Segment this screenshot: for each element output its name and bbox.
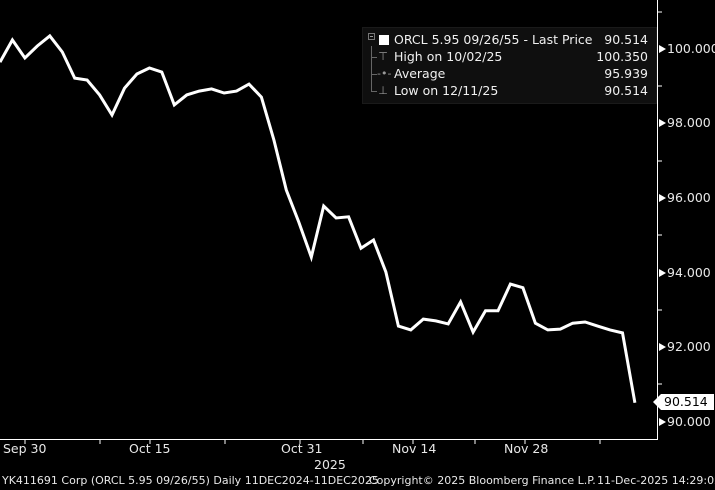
- legend-last-price-value: 90.514: [604, 32, 648, 47]
- legend-row-high: ⊤ High on 10/02/25 100.350: [363, 48, 656, 65]
- y-tick-label: 94.000: [667, 265, 711, 280]
- legend-average-value: 95.939: [604, 66, 648, 81]
- legend-row-average: -•- Average 95.939: [363, 65, 656, 82]
- y-tick-label: 96.000: [667, 190, 711, 205]
- y-tick-label: 98.000: [667, 115, 711, 130]
- x-tick-label: Sep 30: [3, 441, 47, 456]
- tree-branch: [371, 57, 377, 58]
- tick-arrow-icon: [659, 343, 666, 351]
- y-tick-label: 90.000: [667, 414, 711, 429]
- series-swatch-icon: [379, 35, 389, 45]
- x-tick-label: Nov 28: [504, 441, 549, 456]
- legend-series-title: ORCL 5.95 09/26/55 - Last Price: [394, 32, 593, 47]
- tick-arrow-icon: [659, 194, 666, 202]
- tree-branch: [371, 74, 377, 75]
- legend-row-last-price: ORCL 5.95 09/26/55 - Last Price 90.514: [363, 31, 656, 48]
- footer-timestamp: 11-Dec-2025 14:29:02: [597, 474, 715, 487]
- legend-average-label: Average: [394, 66, 446, 81]
- footer-security-info: YK411691 Corp (ORCL 5.95 09/26/55) Daily…: [2, 474, 379, 487]
- legend-row-low: ⊥ Low on 12/11/25 90.514: [363, 82, 656, 99]
- x-tick-label: Nov 14: [392, 441, 437, 456]
- legend-high-value: 100.350: [596, 49, 648, 64]
- legend-high-label: High on 10/02/25: [394, 49, 503, 64]
- x-tick-label: Oct 15: [129, 441, 171, 456]
- tree-branch: [371, 91, 377, 92]
- high-marker-icon: ⊤: [378, 50, 388, 63]
- x-tick-label: Oct 31: [281, 441, 323, 456]
- y-tick-label: 100.000: [667, 41, 715, 56]
- last-price-tag: 90.514: [653, 394, 714, 410]
- footer-copyright: Copyright© 2025 Bloomberg Finance L.P.: [369, 474, 596, 487]
- legend-low-label: Low on 12/11/25: [394, 83, 499, 98]
- low-marker-icon: ⊥: [378, 84, 388, 97]
- legend-low-value: 90.514: [604, 83, 648, 98]
- x-ticks: [24, 439, 601, 444]
- tick-arrow-icon: [659, 45, 666, 53]
- tree-line: [371, 46, 372, 92]
- tick-arrow-icon: [659, 119, 666, 127]
- tick-arrow-icon: [659, 269, 666, 277]
- legend-box: ORCL 5.95 09/26/55 - Last Price 90.514 ⊤…: [362, 27, 657, 104]
- average-marker-icon: -•-: [377, 67, 392, 80]
- x-axis-year-label: 2025: [314, 457, 346, 472]
- y-minor-ticks: [657, 11, 662, 385]
- tick-arrow-icon: [659, 418, 666, 426]
- price-line: [0, 33, 637, 404]
- y-tick-label: 92.000: [667, 339, 711, 354]
- collapse-icon[interactable]: [368, 33, 375, 40]
